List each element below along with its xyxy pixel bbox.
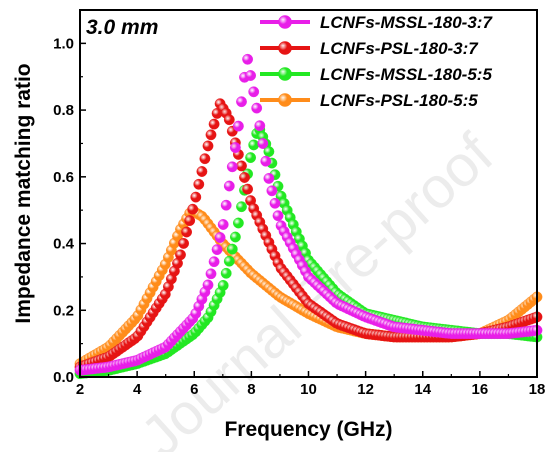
x-tick-label: 4 (133, 381, 142, 398)
legend-label: LCNFs-MSSL-180-5:5 (320, 65, 492, 84)
data-point (229, 231, 241, 243)
data-point (266, 185, 278, 197)
x-tick-label: 18 (529, 381, 546, 398)
data-point (205, 268, 217, 280)
data-point (178, 237, 190, 249)
data-point (211, 244, 223, 256)
y-tick-label: 1.0 (53, 35, 74, 52)
x-axis: 2 4 6 8 10 12 14 16 18 (76, 371, 546, 398)
legend: LCNFs-MSSL-180-3:7 LCNFs-PSL-180-3:7 LCNFs… (260, 13, 493, 110)
legend-label: LCNFs-MSSL-180-3:7 (320, 13, 493, 32)
data-point (229, 142, 241, 154)
legend-marker (278, 67, 292, 81)
data-point (239, 172, 250, 183)
series-LCNFs-MSSL-180-3:7 (74, 53, 543, 376)
legend-item: LCNFs-PSL-180-3:7 (260, 39, 479, 58)
data-point (205, 129, 217, 141)
data-point (190, 191, 202, 203)
data-point (187, 203, 199, 215)
data-point (208, 118, 220, 130)
legend-item: LCNFs-MSSL-180-5:5 (260, 65, 492, 84)
legend-item: LCNFs-PSL-180-5:5 (260, 91, 478, 110)
data-point (242, 53, 254, 65)
data-point (193, 178, 205, 190)
x-tick-label: 10 (300, 381, 317, 398)
data-point (251, 102, 263, 114)
data-point (248, 139, 260, 151)
data-point (223, 114, 235, 126)
x-tick-label: 16 (472, 381, 489, 398)
y-axis-title: Impedance matching ratio (12, 63, 35, 323)
series-LCNFs-PSL-180-3:7 (74, 98, 543, 373)
legend-item: LCNFs-MSSL-180-3:7 (260, 13, 493, 32)
data-point (257, 138, 269, 149)
legend-label: LCNFs-PSL-180-3:7 (320, 39, 479, 58)
legend-marker (278, 15, 292, 29)
x-tick-label: 2 (76, 381, 84, 398)
data-point (199, 153, 211, 165)
data-point (217, 279, 229, 291)
y-tick-label: 0.0 (53, 369, 74, 386)
data-point (184, 215, 196, 227)
data-point (223, 255, 235, 267)
data-point (236, 201, 247, 213)
data-point (217, 219, 229, 230)
data-point (226, 243, 238, 255)
data-point (202, 279, 214, 291)
data-point (260, 155, 272, 167)
data-point (245, 152, 257, 164)
y-tick-label: 0.8 (53, 102, 74, 119)
x-tick-label: 12 (357, 381, 374, 398)
data-point (272, 210, 284, 222)
data-point (269, 197, 281, 209)
y-tick-label: 0.4 (53, 236, 75, 253)
data-point (202, 140, 214, 152)
data-point (175, 249, 186, 261)
data-point (220, 199, 232, 211)
data-point (220, 267, 232, 279)
data-point (226, 161, 238, 173)
thickness-annotation: 3.0 mm (86, 16, 158, 39)
data-point (208, 256, 220, 268)
y-tick-label: 0.6 (53, 169, 74, 186)
data-point (232, 217, 244, 229)
data-point (232, 120, 244, 132)
data-point (248, 86, 260, 98)
data-point (263, 172, 275, 184)
y-tick-label: 0.2 (53, 302, 74, 319)
x-tick-label: 14 (414, 381, 431, 398)
data-point (236, 96, 247, 108)
data-point (236, 160, 247, 172)
data-point (242, 183, 254, 195)
y-axis: 0.0 0.2 0.4 0.6 0.8 1.0 (53, 35, 86, 386)
data-point (245, 70, 257, 81)
legend-marker (278, 41, 292, 55)
data-point (196, 166, 208, 177)
legend-marker (278, 93, 292, 107)
data-point (214, 232, 226, 243)
legend-label: LCNFs-PSL-180-5:5 (320, 91, 478, 110)
x-tick-label: 6 (190, 381, 198, 398)
data-point (254, 120, 266, 132)
data-point (181, 226, 193, 238)
data-point (223, 180, 235, 192)
x-axis-title: Frequency (GHz) (224, 418, 392, 441)
x-tick-label: 8 (247, 381, 255, 398)
